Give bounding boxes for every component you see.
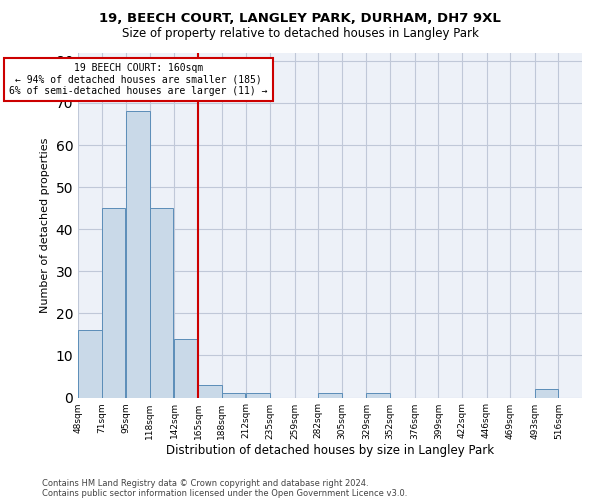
Bar	[198, 385, 222, 398]
Bar	[78, 330, 101, 398]
Text: Contains public sector information licensed under the Open Government Licence v3: Contains public sector information licen…	[42, 488, 407, 498]
Text: Size of property relative to detached houses in Langley Park: Size of property relative to detached ho…	[122, 28, 478, 40]
Bar	[222, 394, 245, 398]
Text: 19, BEECH COURT, LANGLEY PARK, DURHAM, DH7 9XL: 19, BEECH COURT, LANGLEY PARK, DURHAM, D…	[99, 12, 501, 26]
Bar	[101, 208, 125, 398]
X-axis label: Distribution of detached houses by size in Langley Park: Distribution of detached houses by size …	[166, 444, 494, 458]
Bar	[247, 394, 270, 398]
Bar	[126, 112, 150, 398]
Bar	[175, 338, 198, 398]
Text: Contains HM Land Registry data © Crown copyright and database right 2024.: Contains HM Land Registry data © Crown c…	[42, 478, 368, 488]
Bar	[150, 208, 173, 398]
Y-axis label: Number of detached properties: Number of detached properties	[40, 138, 50, 312]
Text: 19 BEECH COURT: 160sqm
← 94% of detached houses are smaller (185)
6% of semi-det: 19 BEECH COURT: 160sqm ← 94% of detached…	[10, 63, 268, 96]
Bar	[535, 389, 559, 398]
Bar	[318, 394, 342, 398]
Bar	[367, 394, 390, 398]
